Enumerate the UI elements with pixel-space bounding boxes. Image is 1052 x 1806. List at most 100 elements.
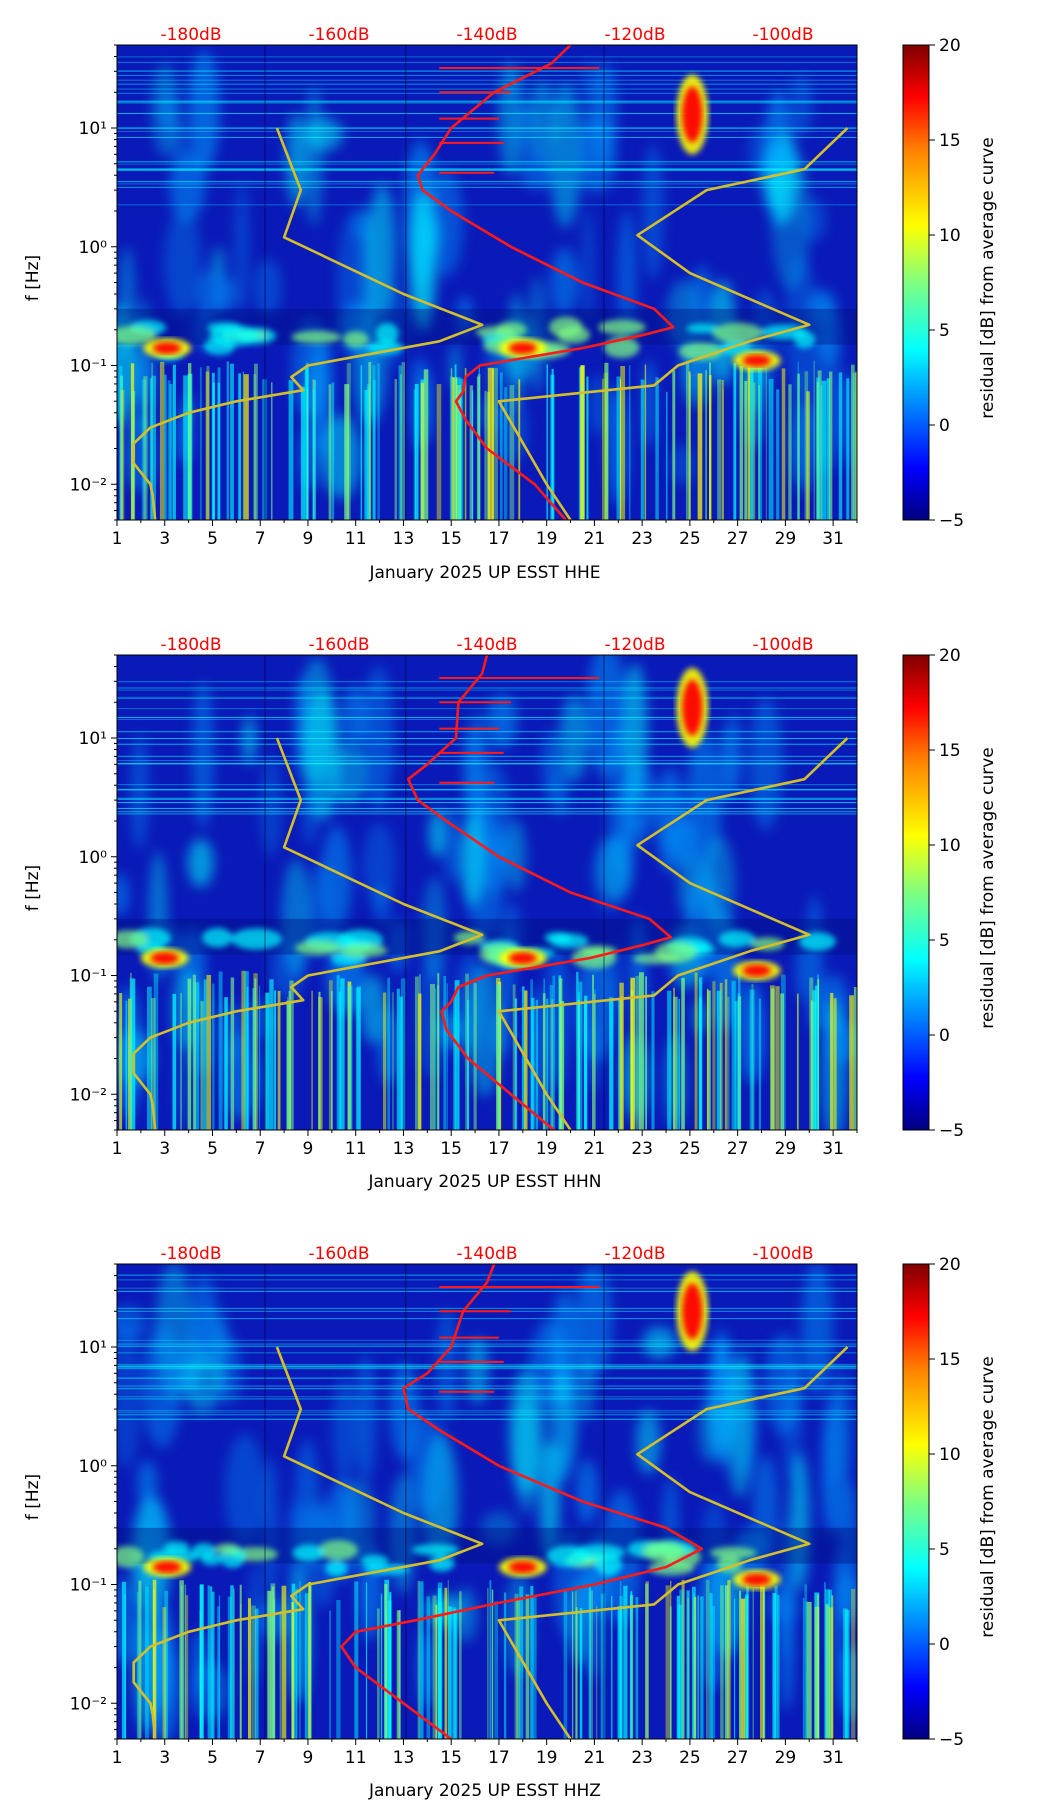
streak (781, 368, 786, 520)
microseism-blob (654, 941, 697, 963)
texture-blob (367, 184, 397, 318)
texture-blob (117, 1321, 141, 1470)
texture-blob (752, 1455, 779, 1557)
streak (720, 1585, 724, 1739)
texture-blob (259, 756, 282, 858)
streak (125, 1000, 128, 1130)
streak (207, 1585, 210, 1739)
streak (812, 990, 817, 1130)
streak (199, 367, 202, 520)
microseism-blob (718, 930, 756, 948)
streak (217, 382, 221, 520)
streak (552, 975, 556, 1130)
texture-blob (801, 1264, 834, 1396)
spectrogram-panel-hhz: f [Hz] January 2025 UP ESST HHZ residual… (23, 1244, 998, 1801)
streak (503, 387, 508, 520)
hline (117, 1363, 857, 1365)
streak (747, 364, 751, 520)
texture-blob (493, 828, 507, 868)
hotspot (508, 952, 537, 965)
y-tick-label: 10⁻¹ (70, 1576, 107, 1596)
x-tick-label: 21 (584, 1748, 606, 1768)
streak (400, 374, 403, 520)
texture-blob (455, 296, 474, 336)
hline (117, 127, 857, 129)
texture-blob (792, 373, 808, 487)
streak (347, 985, 353, 1130)
microseism-blob (325, 1560, 348, 1577)
hline (117, 798, 857, 800)
streak (129, 972, 132, 1130)
streak (119, 993, 123, 1130)
x-tick-label: 3 (159, 529, 170, 549)
hotspot (682, 679, 703, 736)
microseism-blob (207, 322, 243, 334)
texture-blob (660, 821, 697, 854)
x-tick-label: 7 (255, 1139, 266, 1159)
top-db-label: -180dB (160, 635, 221, 655)
streak (312, 389, 314, 520)
streak (838, 372, 843, 520)
texture-blob (789, 1452, 810, 1592)
hline (117, 1287, 857, 1289)
x-tick-label: 25 (679, 1139, 701, 1159)
streak (218, 971, 223, 1130)
streak (398, 1610, 401, 1739)
x-tick-label: 31 (822, 529, 844, 549)
microseism-blob (798, 932, 837, 951)
streak (180, 992, 182, 1130)
streak (206, 365, 210, 520)
streak (733, 362, 737, 520)
colorbar-tick-label: 10 (939, 836, 961, 856)
streak (226, 361, 230, 520)
streak (238, 373, 241, 520)
hotspot (742, 964, 771, 977)
streak (254, 1608, 259, 1739)
streak (380, 1593, 383, 1739)
hline (117, 1368, 857, 1370)
hline (117, 1409, 857, 1411)
streak (396, 988, 400, 1130)
texture-blob (188, 50, 220, 172)
streak (218, 1595, 221, 1739)
hline (117, 61, 857, 63)
streak (853, 986, 857, 1130)
streak (535, 999, 539, 1130)
top-db-label: -140dB (456, 635, 517, 655)
streak (676, 1595, 680, 1739)
texture-blob (670, 443, 695, 486)
streak (271, 382, 273, 520)
streak (724, 979, 728, 1130)
microseism-blob (375, 322, 399, 345)
streak (464, 368, 467, 520)
microseism-blob (750, 937, 785, 951)
texture-blob (286, 113, 307, 207)
texture-blob (817, 306, 843, 366)
streak (693, 1594, 695, 1739)
streak (419, 1581, 424, 1739)
texture-blob (498, 62, 524, 177)
texture-blob (406, 1415, 447, 1514)
texture-blob (322, 414, 361, 499)
texture-blob (574, 1264, 613, 1379)
top-db-label: -180dB (160, 1244, 221, 1264)
streak (258, 985, 261, 1130)
streak (121, 1581, 127, 1739)
streak (738, 971, 741, 1130)
streak (797, 361, 799, 520)
texture-blob (747, 127, 779, 179)
streak (616, 376, 621, 520)
streak (364, 389, 369, 520)
streak (734, 1598, 736, 1739)
streak (414, 384, 419, 520)
streak (760, 1580, 765, 1739)
texture-blob (581, 1564, 605, 1681)
streak (712, 981, 716, 1130)
texture-blob (336, 212, 373, 357)
hline (117, 163, 857, 165)
streak (435, 1604, 438, 1739)
streak (828, 1589, 833, 1739)
streak (709, 1593, 713, 1739)
microseism-blob (117, 930, 149, 949)
streak (438, 1587, 442, 1739)
